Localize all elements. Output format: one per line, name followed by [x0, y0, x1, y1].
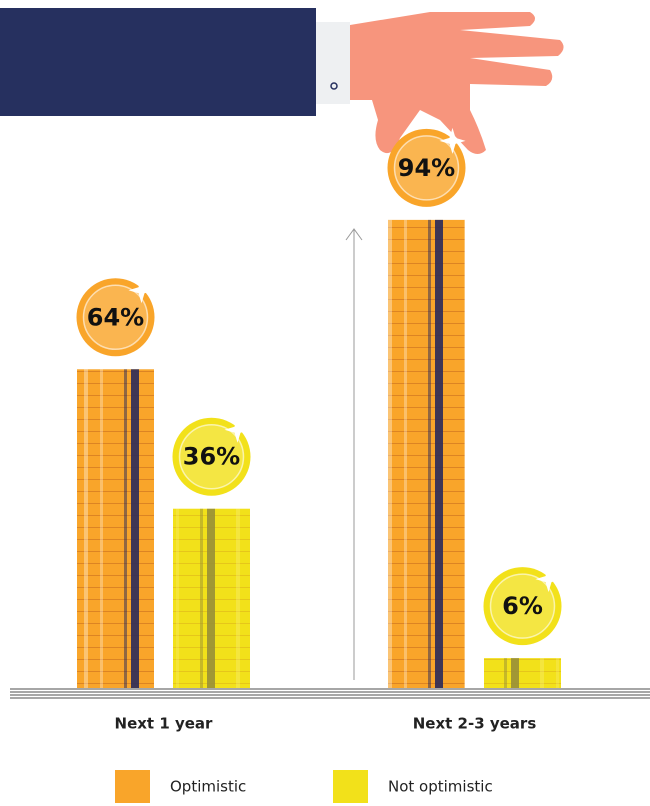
value-label: 94% [398, 154, 455, 182]
coin-inner [82, 284, 149, 351]
coin-inner [178, 423, 245, 490]
coin-sparkle [439, 127, 466, 154]
bar-texture [484, 658, 561, 688]
coin [172, 417, 251, 496]
coin-inner [393, 135, 460, 201]
value-label: 64% [87, 303, 144, 331]
x-tick-label: Next 2-3 years [413, 715, 537, 733]
value-label: 6% [502, 592, 543, 620]
coin-sparkle [535, 566, 562, 593]
coin-sparkle [224, 416, 251, 443]
x-tick-label: Next 1 year [115, 715, 214, 733]
hand-illustration [0, 8, 564, 154]
legend-swatch [333, 770, 368, 803]
bar-texture [173, 508, 250, 688]
arrow-head [345, 228, 363, 241]
legend-label: Not optimistic [388, 778, 493, 796]
value-label: 36% [183, 443, 240, 471]
bar-texture [77, 369, 154, 688]
legend-swatch [115, 770, 150, 803]
bar-texture [388, 219, 465, 688]
coin [483, 567, 562, 646]
coin-sparkle [128, 277, 155, 304]
coin-inner [489, 573, 556, 639]
legend-label: Optimistic [170, 778, 246, 796]
coin [387, 128, 466, 207]
baseline [10, 688, 650, 700]
coin [76, 278, 155, 357]
